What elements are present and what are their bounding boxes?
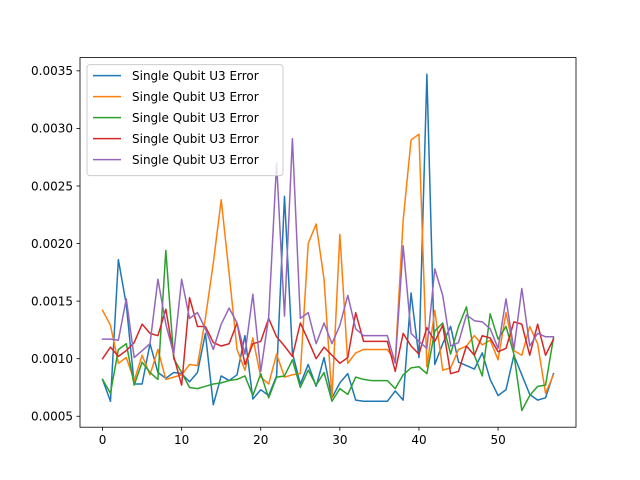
y-tick-label: 0.0020 — [31, 237, 73, 251]
y-tick-label: 0.0010 — [31, 352, 73, 366]
x-tick-label: 0 — [99, 433, 107, 447]
legend-label-4: Single Qubit U3 Error — [132, 132, 259, 146]
series-line-4 — [101, 296, 555, 386]
series-layer — [101, 73, 555, 412]
x-tick-label: 50 — [490, 433, 505, 447]
legend-label-1: Single Qubit U3 Error — [132, 69, 259, 83]
legend-label-3: Single Qubit U3 Error — [132, 111, 259, 125]
legend-box — [86, 64, 284, 177]
axes-frame — [79, 57, 577, 428]
legend: Single Qubit U3 Error Single Qubit U3 Err… — [86, 64, 284, 177]
legend-label-2: Single Qubit U3 Error — [132, 90, 259, 104]
series-line-5 — [101, 138, 555, 373]
y-tick-label: 0.0025 — [31, 179, 73, 193]
x-tick-label: 30 — [332, 433, 347, 447]
x-tick-label: 20 — [253, 433, 268, 447]
legend-label-5: Single Qubit U3 Error — [132, 153, 259, 167]
y-tick-label: 0.0015 — [31, 294, 73, 308]
x-tick-label: 10 — [174, 433, 189, 447]
y-tick-label: 0.0035 — [31, 64, 73, 78]
x-tick-label: 40 — [411, 433, 426, 447]
series-line-3 — [101, 249, 555, 412]
y-axis: 0.0005 0.0010 0.0015 0.0020 0.0025 0.0030 0.00… — [31, 64, 80, 424]
x-axis: 0 10 20 30 40 50 — [99, 427, 506, 447]
y-tick-label: 0.0030 — [31, 122, 73, 136]
series-line-2 — [101, 133, 555, 399]
y-tick-label: 0.0005 — [31, 410, 73, 424]
